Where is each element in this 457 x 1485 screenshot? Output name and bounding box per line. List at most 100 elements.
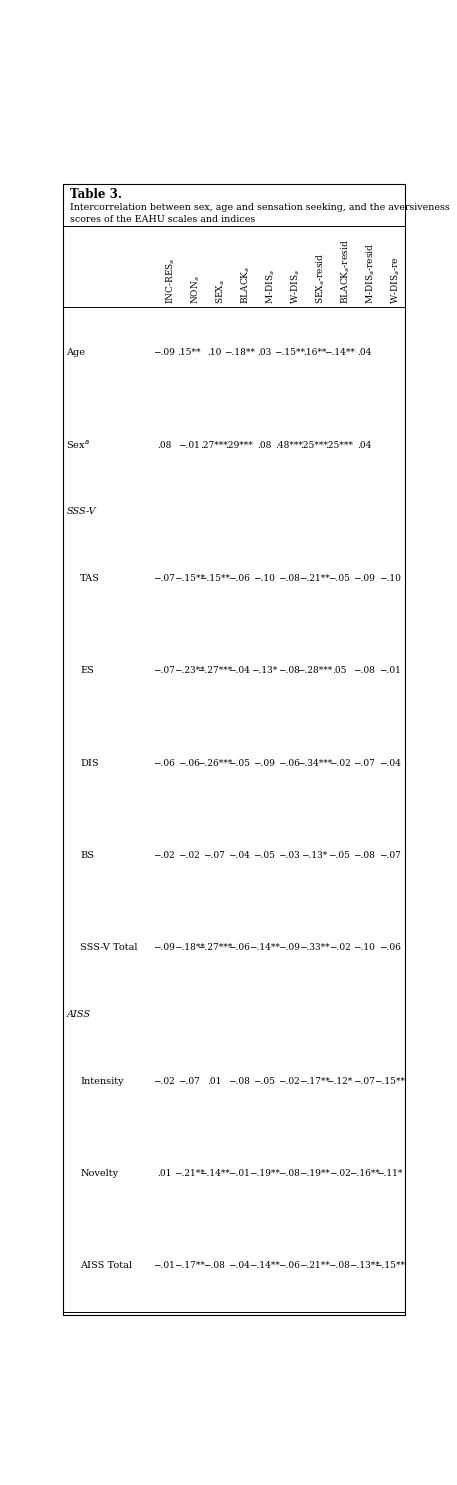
Text: .03: .03: [257, 349, 271, 358]
Text: −.08: −.08: [203, 1261, 225, 1270]
Text: −.14**: −.14**: [249, 1261, 280, 1270]
Text: −.05: −.05: [329, 575, 351, 584]
Text: −.09: −.09: [278, 943, 300, 952]
Text: −.33**: −.33**: [299, 943, 329, 952]
Text: −.06: −.06: [278, 759, 300, 768]
Text: −.04: −.04: [378, 759, 400, 768]
Text: M-DIS$_a$: M-DIS$_a$: [264, 269, 277, 304]
Text: Sex$^a$: Sex$^a$: [66, 440, 90, 451]
Text: DIS: DIS: [80, 759, 99, 768]
Text: −.21**: −.21**: [299, 575, 330, 584]
Text: W-DIS$_a$-re: W-DIS$_a$-re: [389, 255, 402, 304]
Text: Intensity: Intensity: [80, 1077, 124, 1086]
Text: ES: ES: [80, 667, 94, 676]
Text: −.17**: −.17**: [174, 1261, 205, 1270]
Text: −.02: −.02: [153, 851, 175, 860]
Text: −.19**: −.19**: [249, 1169, 280, 1178]
Text: .01: .01: [207, 1077, 222, 1086]
Text: .05: .05: [332, 667, 347, 676]
Text: .48***: .48***: [276, 441, 303, 450]
Text: −.09: −.09: [153, 349, 175, 358]
Text: Novelty: Novelty: [80, 1169, 118, 1178]
Text: .01: .01: [157, 1169, 171, 1178]
Text: −.08: −.08: [354, 851, 375, 860]
Text: SSS-V: SSS-V: [66, 508, 96, 517]
Text: NON$_a$: NON$_a$: [189, 275, 202, 304]
Text: AISS: AISS: [66, 1010, 90, 1019]
Text: .15**: .15**: [177, 349, 201, 358]
Text: −.04: −.04: [228, 851, 250, 860]
Text: −.15**: −.15**: [274, 349, 305, 358]
Text: −.16**: −.16**: [349, 1169, 380, 1178]
Text: −.09: −.09: [354, 575, 375, 584]
Text: −.27***: −.27***: [197, 943, 232, 952]
Text: .10: .10: [207, 349, 222, 358]
Text: −.11*: −.11*: [376, 1169, 403, 1178]
Text: AISS Total: AISS Total: [80, 1261, 133, 1270]
Text: −.02: −.02: [329, 759, 351, 768]
Text: −.08: −.08: [278, 667, 300, 676]
Text: −.34***: −.34***: [297, 759, 332, 768]
Text: −.02: −.02: [329, 1169, 351, 1178]
Text: .25***: .25***: [325, 441, 353, 450]
Text: −.28***: −.28***: [297, 667, 332, 676]
Text: Age: Age: [66, 349, 85, 358]
Text: .08: .08: [257, 441, 271, 450]
Text: .08: .08: [157, 441, 171, 450]
Text: −.01: −.01: [378, 667, 400, 676]
Text: .04: .04: [357, 441, 372, 450]
Text: Table 3.: Table 3.: [69, 189, 122, 200]
Text: −.14**: −.14**: [199, 1169, 230, 1178]
Text: BLACK$_a$-resid: BLACK$_a$-resid: [340, 239, 352, 304]
Text: −.14**: −.14**: [324, 349, 355, 358]
Text: BS: BS: [80, 851, 95, 860]
Text: −.08: −.08: [228, 1077, 250, 1086]
Text: BLACK$_a$: BLACK$_a$: [239, 266, 252, 304]
Text: −.10: −.10: [253, 575, 275, 584]
Text: −.21**: −.21**: [174, 1169, 205, 1178]
Text: −.08: −.08: [278, 1169, 300, 1178]
Text: −.17**: −.17**: [299, 1077, 330, 1086]
Text: −.15**: −.15**: [199, 575, 230, 584]
Text: −.10: −.10: [378, 575, 400, 584]
Text: −.01: −.01: [228, 1169, 250, 1178]
Text: −.21**: −.21**: [299, 1261, 330, 1270]
Text: −.03: −.03: [278, 851, 300, 860]
Text: −.07: −.07: [153, 667, 175, 676]
Text: −.19**: −.19**: [299, 1169, 330, 1178]
Text: −.04: −.04: [228, 667, 250, 676]
Text: −.15**: −.15**: [374, 1261, 405, 1270]
Text: −.05: −.05: [253, 851, 275, 860]
Text: −.13**: −.13**: [349, 1261, 380, 1270]
Text: −.06: −.06: [228, 575, 250, 584]
Text: −.02: −.02: [329, 943, 351, 952]
Text: −.06: −.06: [153, 759, 175, 768]
Text: −.18**: −.18**: [224, 349, 255, 358]
Text: −.06: −.06: [178, 759, 200, 768]
Text: INC-RES$_a$: INC-RES$_a$: [164, 257, 177, 304]
Text: −.09: −.09: [253, 759, 275, 768]
Text: −.02: −.02: [278, 1077, 300, 1086]
Text: −.06: −.06: [378, 943, 400, 952]
Text: −.08: −.08: [354, 667, 375, 676]
Text: −.04: −.04: [228, 1261, 250, 1270]
Text: −.05: −.05: [228, 759, 250, 768]
Text: SEX$_a$: SEX$_a$: [214, 279, 227, 304]
Text: −.08: −.08: [329, 1261, 351, 1270]
Text: −.23**: −.23**: [174, 667, 205, 676]
Text: .29***: .29***: [225, 441, 253, 450]
Text: −.01: −.01: [153, 1261, 175, 1270]
Text: −.07: −.07: [203, 851, 225, 860]
Text: −.07: −.07: [378, 851, 400, 860]
Text: −.01: −.01: [178, 441, 200, 450]
Text: .16**: .16**: [303, 349, 326, 358]
Text: −.15**: −.15**: [374, 1077, 405, 1086]
Text: M-DIS$_a$-resid: M-DIS$_a$-resid: [364, 242, 377, 304]
Text: −.15**: −.15**: [174, 575, 205, 584]
Text: .04: .04: [357, 349, 372, 358]
Text: −.10: −.10: [354, 943, 375, 952]
Text: −.12*: −.12*: [326, 1077, 352, 1086]
Text: −.13*: −.13*: [251, 667, 277, 676]
Text: −.06: −.06: [228, 943, 250, 952]
Text: −.13*: −.13*: [301, 851, 328, 860]
